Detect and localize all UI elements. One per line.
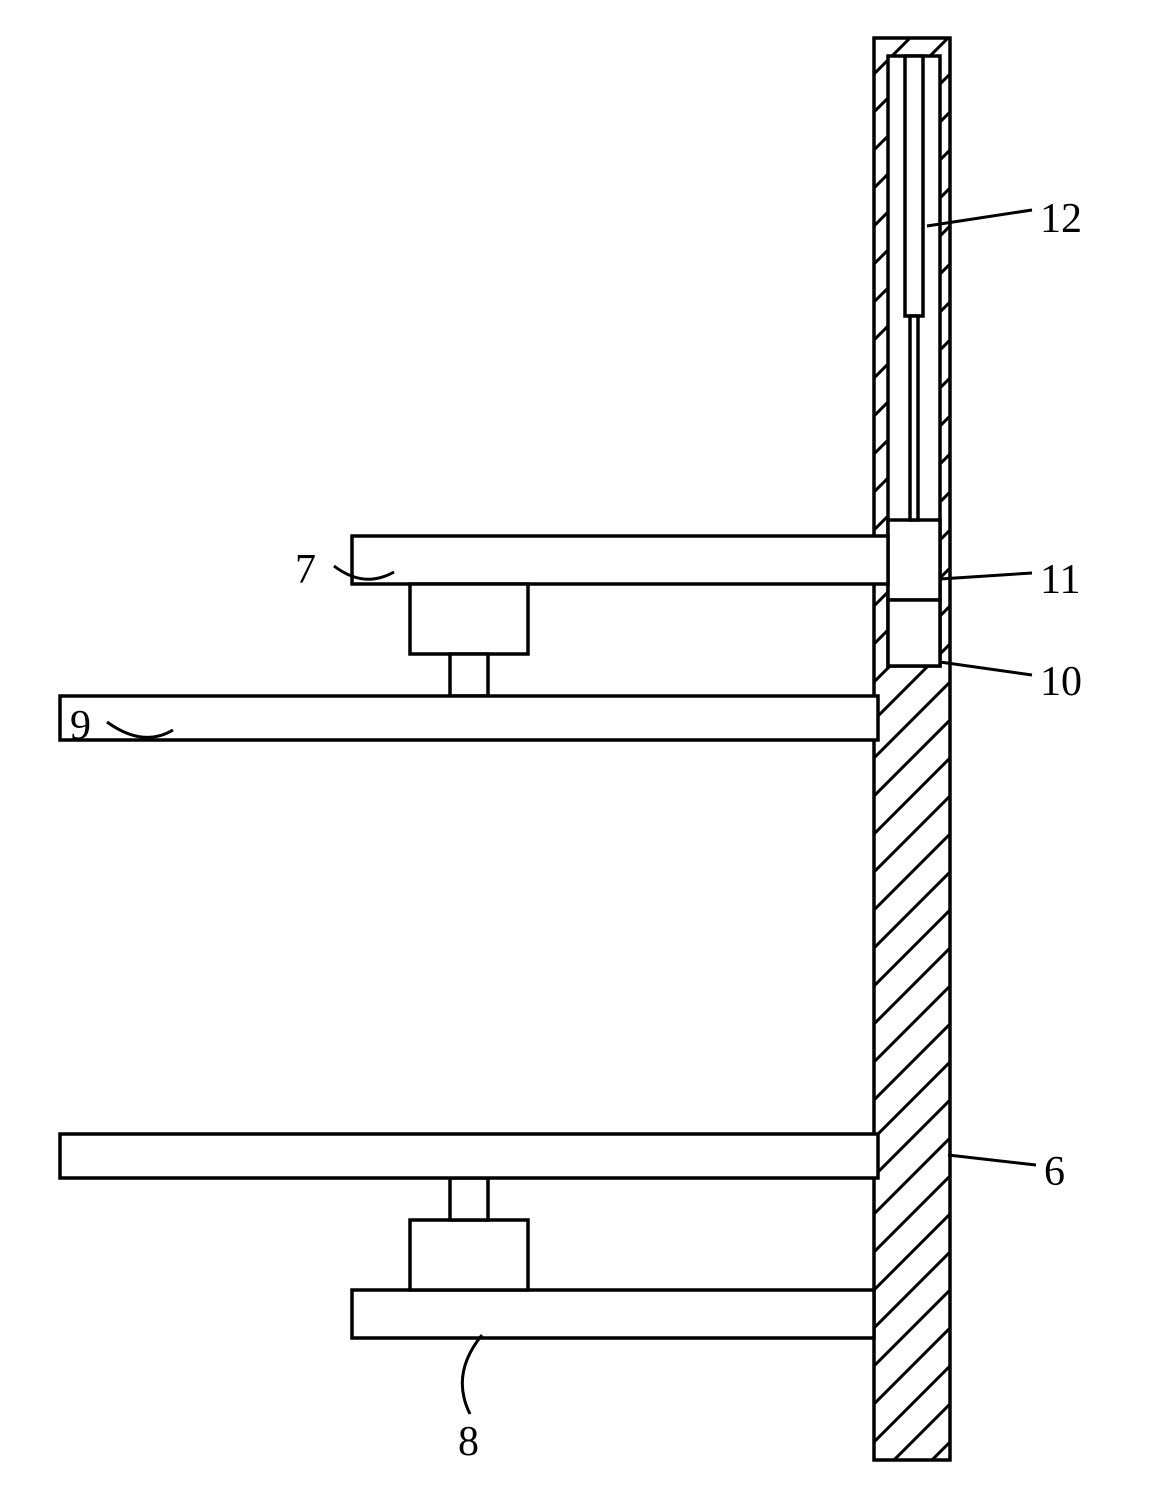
label-12: 12 [1040,195,1082,243]
label-6: 6 [1044,1148,1065,1196]
diagram-shapes [60,38,950,1460]
label-9: 9 [70,702,91,750]
label-11: 11 [1040,556,1080,604]
label-8: 8 [458,1418,479,1466]
label-10: 10 [1040,658,1082,706]
diagram-svg [0,0,1174,1487]
label-7: 7 [295,546,316,594]
